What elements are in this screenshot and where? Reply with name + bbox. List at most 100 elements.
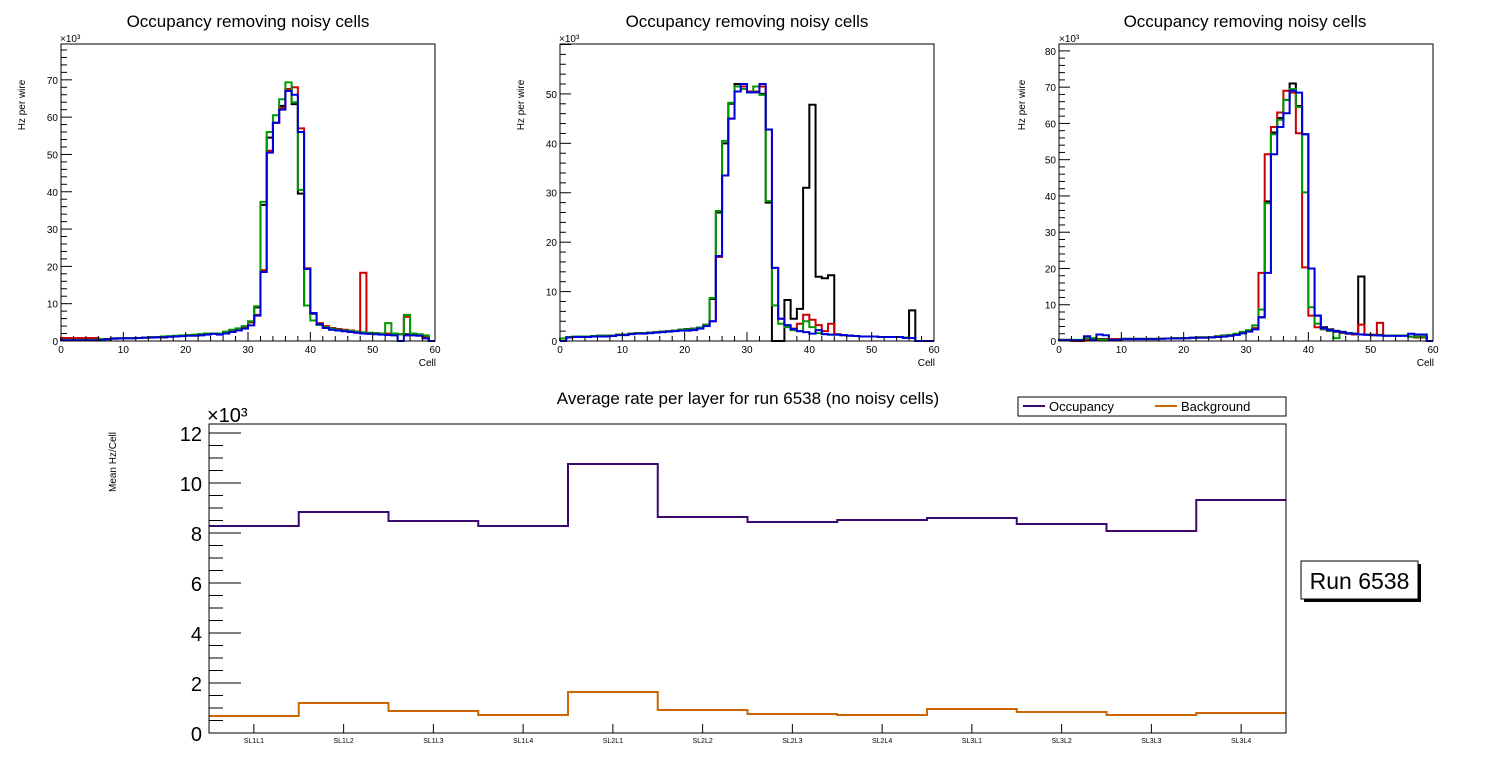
panel-2-x-tick-label: 0 xyxy=(557,345,563,356)
panel-2-y-label: Hz per wire xyxy=(516,79,527,130)
panel-3-x-tick-label: 20 xyxy=(1178,345,1190,356)
panel-3-y-tick-label: 0 xyxy=(1050,337,1056,348)
panel-2-x-tick-label: 40 xyxy=(804,345,816,356)
panel-1-y-tick-label: 50 xyxy=(47,150,59,161)
panel-2-series-green xyxy=(559,85,934,342)
panel-1-series-blue xyxy=(60,90,435,342)
bottom-y-tick-label: 10 xyxy=(180,474,202,496)
panel-1-y-tick-label: 70 xyxy=(47,76,59,87)
bottom-y-tick-label: 4 xyxy=(191,624,202,646)
panel-2-x-label: Cell xyxy=(918,358,935,369)
bottom-x-tick-label: SL1L1 xyxy=(244,738,264,745)
panel-3-series-black xyxy=(1058,82,1433,342)
panel-3-x-tick-label: 10 xyxy=(1116,345,1128,356)
bottom-x-tick-label: SL3L3 xyxy=(1141,738,1161,745)
panel-3-y-tick-label: 80 xyxy=(1045,47,1057,58)
panel-2-title: Occupancy removing noisy cells xyxy=(626,12,869,31)
panel-1-y-label: Hz per wire xyxy=(17,79,28,130)
bottom-series-background xyxy=(209,691,1286,717)
bottom-y-multiplier: ×10³ xyxy=(207,405,248,427)
panel-2-y-tick-label: 10 xyxy=(546,288,558,299)
panel-1-x-tick-label: 10 xyxy=(118,345,130,356)
bottom-x-tick-label: SL2L4 xyxy=(872,738,892,745)
panel-1-y-tick-label: 30 xyxy=(47,225,59,236)
run-annotation: Run 6538 xyxy=(1300,560,1421,602)
panel-1-series-black xyxy=(60,88,435,342)
bottom-y-tick-label: 2 xyxy=(191,674,202,696)
panel-2-x-tick-label: 10 xyxy=(617,345,629,356)
panel-3-series-green xyxy=(1058,87,1433,342)
panel-1-x-tick-label: 30 xyxy=(242,345,254,356)
bottom-y-tick-label: 12 xyxy=(180,424,202,446)
panel-2-y-multiplier: ×10³ xyxy=(559,34,580,45)
panel-1-y-multiplier: ×10³ xyxy=(60,34,81,45)
panel-3-x-tick-label: 30 xyxy=(1240,345,1252,356)
bottom-x-tick-label: SL3L1 xyxy=(962,738,982,745)
bottom-y-tick-label: 6 xyxy=(191,574,202,596)
panel-3-x-tick-label: 40 xyxy=(1303,345,1315,356)
bottom-y-tick-label: 0 xyxy=(191,724,202,746)
panel-2-y-tick-label: 0 xyxy=(551,337,557,348)
panel-3-y-tick-label: 40 xyxy=(1045,192,1057,203)
panel-3-occupancy: Occupancy removing noisy cells ×10³ Hz p… xyxy=(1017,12,1439,369)
panel-3-x-tick-label: 0 xyxy=(1056,345,1062,356)
run-annotation-box xyxy=(1300,560,1419,600)
panel-3-series-blue xyxy=(1058,89,1433,342)
bottom-y-tick-label: 8 xyxy=(191,524,202,546)
bottom-x-tick-label: SL2L2 xyxy=(693,738,713,745)
panel-2-y-tick-label: 50 xyxy=(546,90,558,101)
panel-3-y-tick-label: 30 xyxy=(1045,228,1057,239)
panel-3-y-tick-label: 20 xyxy=(1045,264,1057,275)
panel-3-x-tick-label: 60 xyxy=(1427,345,1439,356)
panel-1-occupancy: Occupancy removing noisy cells ×10³ Hz p… xyxy=(17,12,441,369)
panel-2-occupancy: Occupancy removing noisy cells ×10³ Hz p… xyxy=(516,12,940,369)
panel-3-y-label: Hz per wire xyxy=(1017,79,1028,130)
panel-1-x-tick-label: 40 xyxy=(305,345,317,356)
bottom-x-tick-label: SL3L4 xyxy=(1231,738,1251,745)
bottom-frame xyxy=(208,423,1287,734)
bottom-x-tick-label: SL1L2 xyxy=(334,738,354,745)
panel-1-x-tick-label: 60 xyxy=(429,345,441,356)
panel-1-title: Occupancy removing noisy cells xyxy=(127,12,370,31)
panel-3-title: Occupancy removing noisy cells xyxy=(1124,12,1367,31)
panel-2-x-tick-label: 30 xyxy=(741,345,753,356)
panel-1-series-green xyxy=(60,81,435,342)
panel-1-x-tick-label: 20 xyxy=(180,345,192,356)
panel-2-y-tick-label: 40 xyxy=(546,139,558,150)
panel-1-y-tick-label: 0 xyxy=(52,337,58,348)
panel-1-x-tick-label: 50 xyxy=(367,345,379,356)
panel-3-y-tick-label: 50 xyxy=(1045,156,1057,167)
panel-1-y-tick-label: 40 xyxy=(47,188,59,199)
panel-3-y-tick-label: 60 xyxy=(1045,119,1057,130)
bottom-x-tick-label: SL1L3 xyxy=(423,738,443,745)
panel-2-series-black xyxy=(559,83,934,342)
panel-3-series-red xyxy=(1058,89,1433,342)
panel-1-y-tick-label: 60 xyxy=(47,113,59,124)
panel-1-frame xyxy=(60,43,436,342)
panel-1-x-tick-label: 0 xyxy=(58,345,64,356)
panel-3-y-tick-label: 10 xyxy=(1045,301,1057,312)
panel-average-rate: Average rate per layer for run 6538 (no … xyxy=(108,389,1421,746)
run-annotation-text: Run 6538 xyxy=(1310,568,1410,594)
legend: Occupancy Background xyxy=(1017,396,1287,417)
legend-occupancy-label: Occupancy xyxy=(1049,399,1115,414)
panel-3-x-label: Cell xyxy=(1417,358,1434,369)
bottom-x-tick-label: SL2L1 xyxy=(603,738,623,745)
legend-background-label: Background xyxy=(1181,399,1250,414)
panel-2-x-tick-label: 60 xyxy=(928,345,940,356)
bottom-x-tick-label: SL1L4 xyxy=(513,738,533,745)
panel-3-y-multiplier: ×10³ xyxy=(1059,34,1080,45)
panel-2-x-tick-label: 50 xyxy=(866,345,878,356)
panel-1-series-red xyxy=(60,86,435,342)
panel-1-x-label: Cell xyxy=(419,358,436,369)
bottom-x-tick-label: SL2L3 xyxy=(782,738,802,745)
panel-2-series-red xyxy=(559,85,934,342)
panel-1-y-tick-label: 20 xyxy=(47,262,59,273)
panel-1-y-tick-label: 10 xyxy=(47,300,59,311)
panel-3-x-tick-label: 50 xyxy=(1365,345,1377,356)
bottom-x-tick-label: SL3L2 xyxy=(1052,738,1072,745)
panel-2-y-tick-label: 30 xyxy=(546,189,558,200)
bottom-y-label: Mean Hz/Cell xyxy=(108,432,119,492)
bottom-series-occupancy xyxy=(209,463,1286,532)
